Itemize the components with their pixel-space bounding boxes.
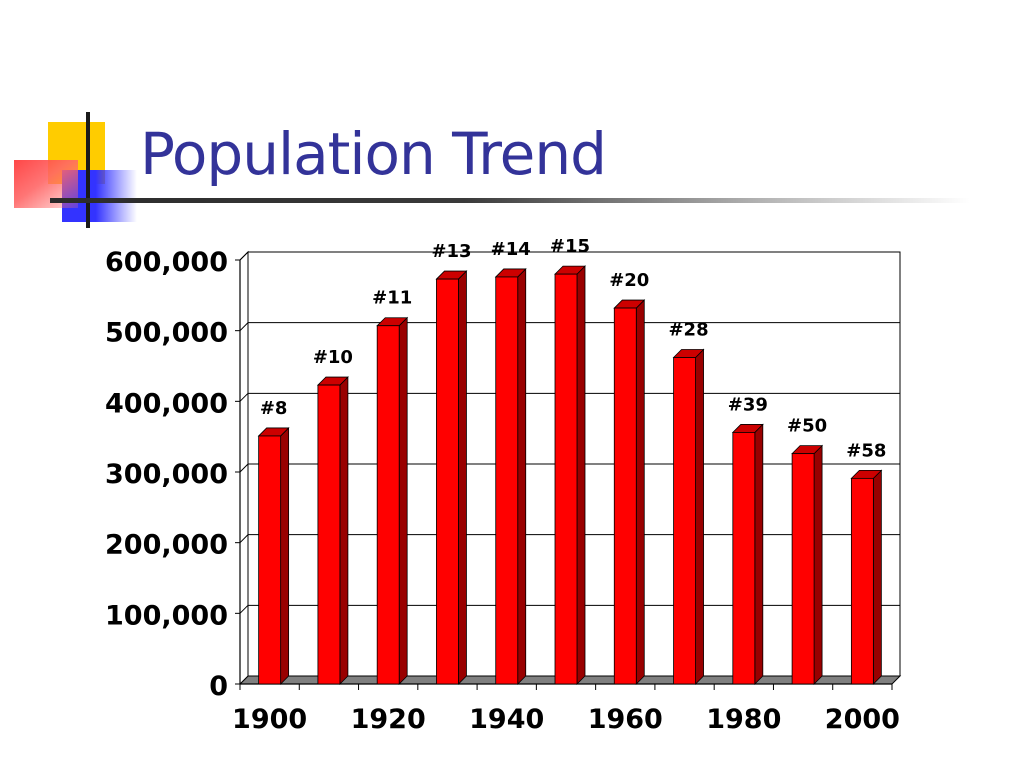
- bar-side: [517, 267, 527, 685]
- bar: [258, 435, 282, 685]
- bar: [376, 325, 400, 685]
- bar-data-label: #39: [728, 394, 768, 415]
- bar-data-label: #28: [668, 320, 708, 341]
- slide-title: Population Trend: [140, 120, 607, 188]
- bar-side: [695, 348, 704, 685]
- bar: [436, 278, 459, 685]
- title-rule: [50, 198, 970, 203]
- bar-side: [576, 265, 586, 685]
- y-gridline: [239, 322, 900, 332]
- y-gridline: [239, 251, 900, 261]
- bar-data-label: #10: [313, 347, 353, 368]
- bar-side: [635, 299, 645, 685]
- bar: [495, 276, 519, 685]
- bar-data-label: #50: [787, 416, 827, 437]
- y-tick-label: 600,000: [105, 247, 228, 278]
- bar: [317, 384, 341, 685]
- x-tick-label: 2000: [825, 704, 900, 735]
- bar: [613, 307, 637, 685]
- bar: [673, 357, 696, 685]
- bar-side: [280, 426, 290, 685]
- y-tick-label: 400,000: [105, 388, 228, 419]
- bar-data-label: #58: [846, 440, 886, 461]
- y-tick-label: 500,000: [105, 318, 228, 349]
- y-tick-label: 0: [209, 671, 228, 702]
- bar-side: [813, 444, 823, 685]
- y-tick-label: 300,000: [105, 459, 228, 490]
- x-tick-label: 1900: [232, 704, 307, 735]
- bar-side: [339, 376, 349, 685]
- bar-side: [754, 423, 764, 685]
- vertical-accent-line: [86, 112, 90, 228]
- bar: [732, 432, 756, 685]
- bar: [554, 273, 578, 685]
- y-tick-label: 200,000: [105, 530, 228, 561]
- bar-data-label: #15: [550, 236, 590, 257]
- bar-data-label: #13: [431, 241, 471, 262]
- x-tick-label: 1940: [469, 704, 544, 735]
- x-tick-label: 1960: [588, 704, 663, 735]
- bar-data-label: #11: [372, 288, 412, 309]
- bar-side: [398, 316, 408, 685]
- bar-side: [872, 469, 882, 685]
- y-tick-label: 100,000: [105, 600, 228, 631]
- bar-data-label: #20: [609, 270, 649, 291]
- bar: [791, 453, 815, 685]
- bar: [850, 477, 874, 685]
- bar-side: [458, 270, 467, 685]
- x-tick-label: 1980: [706, 704, 781, 735]
- bar-data-label: #14: [491, 239, 531, 260]
- x-tick-label: 1920: [351, 704, 426, 735]
- bar-data-label: #8: [260, 398, 288, 419]
